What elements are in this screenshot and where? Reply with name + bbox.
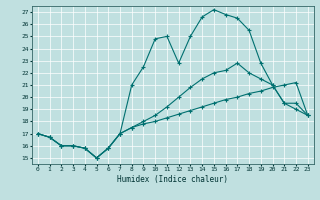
- X-axis label: Humidex (Indice chaleur): Humidex (Indice chaleur): [117, 175, 228, 184]
